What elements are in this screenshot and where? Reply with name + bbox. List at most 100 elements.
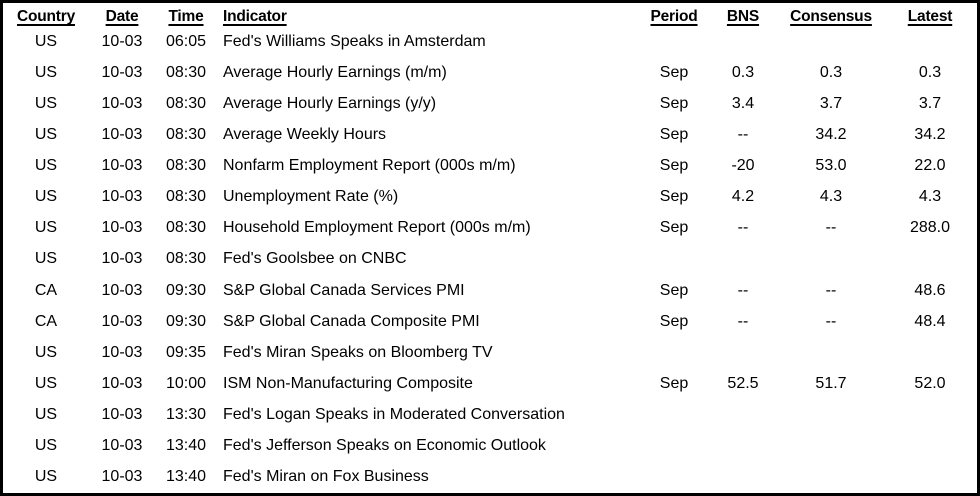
- header-period-label: Period: [650, 8, 698, 25]
- cell-consensus: [779, 400, 883, 431]
- cell-consensus: --: [825, 219, 837, 237]
- cell-period: Sep: [659, 312, 689, 330]
- table-row: US 10-03 10:00 ISM Non-Manufacturing Com…: [3, 368, 977, 399]
- header-bns: BNS: [707, 3, 779, 26]
- cell-country: CA: [34, 312, 58, 330]
- cell-date: 10-03: [101, 406, 143, 424]
- header-date-label: Date: [105, 8, 139, 25]
- header-period: Period: [641, 3, 707, 26]
- cell-date: 10-03: [101, 281, 143, 299]
- cell-time: 08:30: [165, 125, 207, 143]
- cell-bns: 4.2: [731, 188, 755, 206]
- cell-time: 09:35: [165, 343, 207, 361]
- cell-time: 08:30: [165, 250, 207, 268]
- cell-country: US: [34, 188, 58, 206]
- cell-country: US: [34, 468, 58, 486]
- header-row: Country Date Time Indicator Period BNS C…: [3, 3, 977, 26]
- table-row: US 10-03 13:40 Fed's Jefferson Speaks on…: [3, 431, 977, 462]
- cell-bns: [707, 244, 779, 275]
- cell-consensus: --: [825, 281, 837, 299]
- cell-bns: 3.4: [731, 94, 755, 112]
- cell-consensus: [779, 337, 883, 368]
- table-row: US 10-03 08:30 Unemployment Rate (%) Sep…: [3, 182, 977, 213]
- cell-indicator: Fed's Miran on Fox Business: [223, 468, 429, 486]
- cell-bns: --: [737, 281, 749, 299]
- cell-time: 10:00: [165, 374, 207, 392]
- cell-country: US: [34, 437, 58, 455]
- table-row: US 10-03 08:30 Average Hourly Earnings (…: [3, 88, 977, 119]
- cell-bns: [707, 462, 779, 493]
- cell-consensus: 53.0: [815, 157, 847, 175]
- cell-country: US: [34, 63, 58, 81]
- cell-indicator: Fed's Logan Speaks in Moderated Conversa…: [223, 406, 565, 424]
- cell-country: US: [34, 32, 58, 50]
- cell-bns: [707, 431, 779, 462]
- header-bns-label: BNS: [726, 8, 760, 25]
- cell-time: 06:05: [165, 32, 207, 50]
- cell-time: 09:30: [165, 281, 207, 299]
- header-consensus: Consensus: [779, 3, 883, 26]
- calendar-table: Country Date Time Indicator Period BNS C…: [3, 3, 977, 493]
- cell-indicator: Average Hourly Earnings (m/m): [223, 63, 447, 81]
- cell-indicator: Fed's Goolsbee on CNBC: [223, 250, 407, 268]
- table-row: CA 10-03 09:30 S&P Global Canada Composi…: [3, 306, 977, 337]
- cell-latest: [883, 244, 977, 275]
- cell-indicator: Unemployment Rate (%): [223, 188, 399, 206]
- cell-country: US: [34, 250, 58, 268]
- cell-period: Sep: [659, 63, 689, 81]
- cell-bns: 0.3: [731, 63, 755, 81]
- cell-country: US: [34, 125, 58, 143]
- cell-consensus: 3.7: [819, 94, 843, 112]
- cell-latest: 288.0: [909, 219, 951, 237]
- cell-date: 10-03: [101, 32, 143, 50]
- cell-period: Sep: [659, 188, 689, 206]
- cell-period: [641, 244, 707, 275]
- cell-period: [641, 400, 707, 431]
- cell-country: US: [34, 343, 58, 361]
- cell-time: 08:30: [165, 188, 207, 206]
- cell-indicator: Nonfarm Employment Report (000s m/m): [223, 157, 516, 175]
- cell-date: 10-03: [101, 468, 143, 486]
- cell-latest: [883, 431, 977, 462]
- table-row: US 10-03 08:30 Average Weekly Hours Sep …: [3, 119, 977, 150]
- cell-country: US: [34, 406, 58, 424]
- cell-date: 10-03: [101, 219, 143, 237]
- cell-consensus: [779, 244, 883, 275]
- cell-time: 13:40: [165, 468, 207, 486]
- header-time: Time: [155, 3, 217, 26]
- cell-bns: [707, 400, 779, 431]
- table-row: CA 10-03 09:30 S&P Global Canada Service…: [3, 275, 977, 306]
- cell-latest: 34.2: [914, 125, 946, 143]
- cell-bns: [707, 337, 779, 368]
- cell-period: Sep: [659, 157, 689, 175]
- cell-date: 10-03: [101, 125, 143, 143]
- cell-time: 08:30: [165, 63, 207, 81]
- cell-period: Sep: [659, 219, 689, 237]
- table-row: US 10-03 13:40 Fed's Miran on Fox Busine…: [3, 462, 977, 493]
- cell-indicator: S&P Global Canada Composite PMI: [223, 312, 480, 330]
- cell-consensus: [779, 431, 883, 462]
- cell-bns: [707, 26, 779, 57]
- cell-bns: --: [737, 219, 749, 237]
- cell-indicator: Fed's Miran Speaks on Bloomberg TV: [223, 343, 493, 361]
- table-row: US 10-03 08:30 Household Employment Repo…: [3, 213, 977, 244]
- cell-period: [641, 26, 707, 57]
- cell-date: 10-03: [101, 188, 143, 206]
- cell-period: Sep: [659, 281, 689, 299]
- cell-country: US: [34, 94, 58, 112]
- cell-latest: 48.4: [914, 312, 946, 330]
- cell-time: 08:30: [165, 219, 207, 237]
- header-date: Date: [89, 3, 155, 26]
- cell-date: 10-03: [101, 374, 143, 392]
- cell-bns: -20: [731, 157, 755, 175]
- cell-period: [641, 462, 707, 493]
- cell-indicator: Household Employment Report (000s m/m): [223, 219, 531, 237]
- cell-indicator: ISM Non-Manufacturing Composite: [223, 374, 473, 392]
- table-row: US 10-03 08:30 Average Hourly Earnings (…: [3, 57, 977, 88]
- cell-country: CA: [34, 281, 58, 299]
- cell-consensus: 4.3: [819, 188, 843, 206]
- cell-country: US: [34, 219, 58, 237]
- header-time-label: Time: [168, 8, 204, 25]
- cell-consensus: 51.7: [815, 374, 847, 392]
